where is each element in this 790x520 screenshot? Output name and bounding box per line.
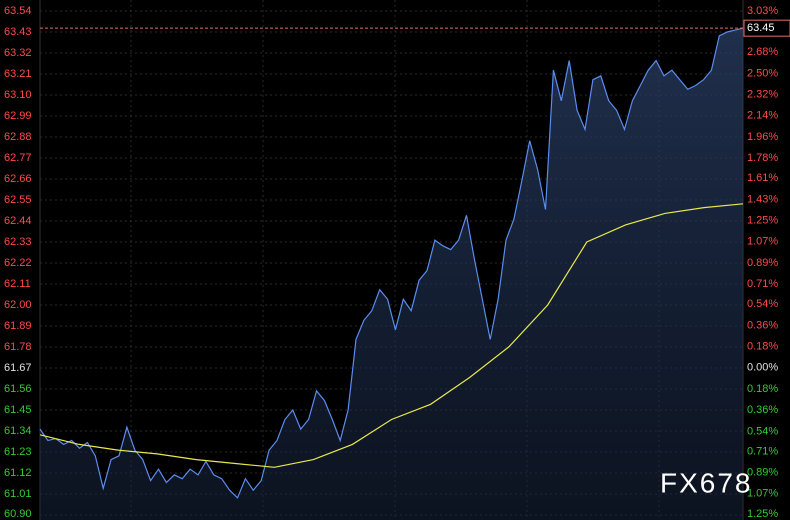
y-tick-label: 61.34 [4, 425, 32, 437]
y-tick-label: 63.10 [4, 89, 32, 101]
y2-tick-label: 0.36% [747, 319, 778, 331]
y-tick-label: 63.43 [4, 26, 32, 38]
y2-tick-label: 0.18% [747, 341, 778, 353]
y2-tick-label: 1.96% [747, 131, 778, 143]
y2-tick-label: 1.43% [747, 193, 778, 205]
y-tick-label: 62.33 [4, 236, 32, 248]
y2-tick-label: 1.07% [747, 236, 778, 248]
y-tick-label: 61.89 [4, 320, 32, 332]
y2-tick-label: 1.25% [747, 215, 778, 227]
y-tick-label: 62.88 [4, 131, 32, 143]
y2-tick-label: 0.36% [747, 404, 778, 416]
y2-tick-label: 0.00% [747, 362, 778, 374]
watermark: FX678 [660, 467, 753, 498]
y-tick-label: 62.11 [4, 278, 31, 290]
y-tick-label: 63.54 [4, 5, 32, 17]
y2-tick-label: 0.89% [747, 257, 778, 269]
y2-tick-label: 0.54% [747, 298, 778, 310]
y2-tick-label: 0.71% [747, 445, 778, 457]
y2-tick-label: 1.61% [747, 172, 778, 184]
y-tick-label: 63.21 [4, 68, 32, 80]
y2-tick-label: 1.25% [747, 508, 778, 520]
last-price-box [743, 19, 790, 37]
y2-tick-label: 0.71% [747, 278, 778, 290]
y-tick-label: 61.45 [4, 404, 32, 416]
y-tick-label: 62.66 [4, 173, 32, 185]
y-tick-label: 61.67 [4, 362, 32, 374]
y-tick-label: 62.22 [4, 257, 32, 269]
y-tick-label: 60.90 [4, 508, 32, 520]
y2-tick-label: 1.07% [747, 488, 778, 500]
y-tick-label: 61.23 [4, 446, 32, 458]
y2-tick-label: 0.54% [747, 425, 778, 437]
y-tick-label: 62.55 [4, 194, 32, 206]
y2-tick-label: 2.32% [747, 89, 778, 101]
average-line [39, 203, 744, 468]
y-tick-label: 62.77 [4, 152, 32, 164]
y-tick-label: 62.99 [4, 110, 32, 122]
y-tick-label: 61.78 [4, 341, 32, 353]
y2-tick-label: 0.89% [747, 467, 778, 479]
y-tick-label: 62.44 [4, 215, 32, 227]
y2-tick-label: 2.68% [747, 46, 778, 58]
y-tick-label: 62.00 [4, 299, 32, 311]
y-tick-label: 61.12 [4, 467, 32, 479]
y2-tick-label: 2.50% [747, 67, 778, 79]
y2-tick-label: 1.78% [747, 152, 778, 164]
y2-tick-label: 3.03% [747, 5, 778, 17]
y2-tick-label: 0.18% [747, 383, 778, 395]
price-line [39, 27, 744, 499]
y2-tick-label: 2.14% [747, 110, 778, 122]
y-tick-label: 63.32 [4, 47, 32, 59]
y-tick-label: 61.56 [4, 383, 32, 395]
price-area [40, 28, 743, 520]
last-price-label: 63.45 [747, 22, 775, 34]
y-tick-label: 61.01 [4, 488, 32, 500]
